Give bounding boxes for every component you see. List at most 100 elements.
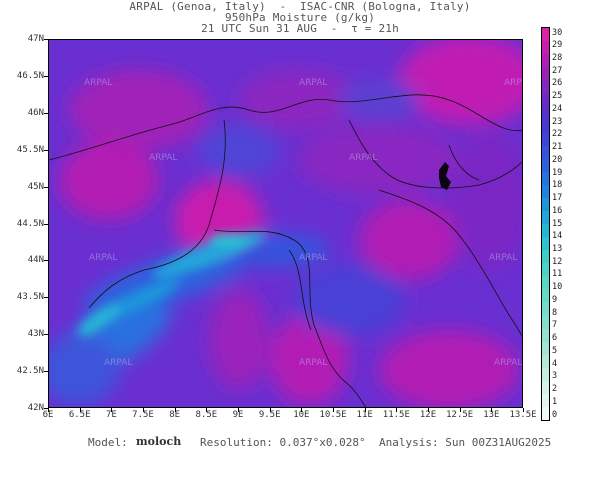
lon-tick-label: 9.5E — [258, 410, 281, 420]
lat-tick-label: 46N — [27, 107, 44, 118]
lon-tick-mark — [396, 408, 398, 412]
colorbar-label: 24 — [552, 103, 563, 114]
analysis-text: Analysis: Sun 00Z31AUG2025 — [379, 436, 552, 449]
colorbar-label: 2 — [552, 384, 558, 395]
colorbar-label: 16 — [552, 205, 563, 216]
colorbar-segment — [542, 367, 549, 382]
colorbar-label: 27 — [552, 65, 563, 76]
lat-tick-mark — [44, 149, 48, 151]
lat-tick-label: 43.5N — [16, 292, 44, 303]
colorbar-segment — [542, 158, 549, 173]
watermark-arpal: ARPAL — [349, 153, 377, 163]
lon-tick-mark — [206, 408, 208, 412]
lon-tick-mark — [111, 408, 113, 412]
lat-tick-mark — [44, 260, 48, 262]
lon-tick-label: 10E — [293, 410, 310, 420]
colorbar-label: 11 — [552, 269, 563, 280]
lon-tick-mark — [238, 408, 239, 412]
colorbar-label: 18 — [552, 180, 563, 191]
watermark-arpal: ARPAL — [489, 253, 517, 263]
lat-tick-mark — [44, 186, 48, 188]
colorbar-label: 9 — [552, 294, 558, 305]
colorbar-label: 10 — [552, 282, 563, 293]
colorbar-segment — [542, 106, 549, 120]
colorbar-label: 6 — [552, 333, 558, 344]
lon-tick-label: 13.5E — [509, 410, 537, 420]
colorbar-segment — [542, 276, 549, 290]
colorbar-segment — [542, 237, 549, 251]
colorbar-segment — [542, 171, 549, 186]
lon-tick-label: 8E — [169, 410, 181, 420]
lat-tick-label: 44N — [27, 255, 44, 266]
watermark-arpal: ARPAL — [149, 153, 177, 163]
colorbar-segment — [542, 406, 549, 421]
lon-tick-mark — [333, 408, 334, 412]
colorbar — [541, 27, 550, 421]
colorbar-label: 14 — [552, 231, 563, 242]
lat-tick-mark — [44, 371, 48, 373]
lon-tick-label: 7E — [105, 410, 117, 420]
lat-tick-mark — [44, 112, 48, 114]
colorbar-label: 0 — [552, 409, 558, 420]
lon-tick-mark — [428, 408, 429, 412]
lat-tick-label: 42N — [27, 403, 44, 413]
lat-tick-label: 44.5N — [16, 218, 44, 229]
colorbar-label: 3 — [552, 371, 558, 382]
lat-tick-mark — [44, 75, 48, 77]
colorbar-segment — [542, 289, 549, 303]
lon-tick-label: 11E — [356, 410, 373, 420]
colorbar-label: 12 — [552, 256, 563, 267]
colorbar-label: 20 — [552, 154, 563, 165]
lon-tick-mark — [459, 408, 461, 412]
lon-tick-mark — [143, 408, 144, 412]
moisture-map: ARPAL ARPAL ARPAL ARPAL ARPAL ARPAL ARPA… — [48, 39, 523, 408]
lat-tick-label: 43N — [27, 329, 44, 340]
lon-tick-label: 12.5E — [446, 410, 474, 420]
footer: Model: moloch Resolution: 0.037°x0.028° … — [0, 435, 600, 501]
lon-tick-mark — [48, 408, 49, 412]
watermark-arpal: ARPAL — [299, 253, 327, 263]
watermark-arpal: ARPAL — [299, 358, 327, 368]
lon-tick-mark — [491, 408, 493, 412]
colorbar-segment — [542, 41, 549, 55]
model-value: moloch — [136, 435, 182, 448]
watermark-arpal: ARPAL — [299, 78, 327, 88]
colorbar-label: 30 — [552, 27, 563, 38]
colorbar-label: 25 — [552, 91, 563, 102]
lon-tick-mark — [523, 408, 524, 412]
colorbar-label: 8 — [552, 307, 558, 318]
colorbar-label: 22 — [552, 129, 563, 140]
colorbar-segment — [542, 80, 549, 94]
colorbar-label: 26 — [552, 78, 563, 89]
colorbar-label: 5 — [552, 345, 558, 356]
colorbar-label: 19 — [552, 167, 563, 178]
lon-tick-mark — [79, 408, 81, 412]
lat-tick-mark — [44, 223, 48, 225]
lat-tick-mark — [44, 334, 48, 336]
lat-tick-label: 45.5N — [16, 144, 44, 155]
lon-tick-label: 12E — [419, 410, 437, 420]
colorbar-label: 13 — [552, 243, 563, 254]
lat-tick-label: 45N — [27, 181, 44, 192]
colorbar-segment — [542, 302, 549, 316]
colorbar-label: 23 — [552, 116, 563, 127]
colorbar-segment — [542, 263, 549, 277]
colorbar-segment — [542, 315, 549, 330]
lat-tick-mark — [44, 297, 48, 299]
colorbar-segment — [542, 119, 549, 134]
lon-tick-label: 6.5E — [68, 410, 91, 420]
lon-tick-label: 10.5E — [319, 410, 347, 420]
lon-tick-label: 7.5E — [132, 410, 154, 420]
colorbar-label: 4 — [552, 358, 558, 369]
lat-tick-mark — [44, 39, 48, 40]
lon-tick-label: 6E — [42, 410, 54, 420]
header-line-1: ARPAL (Genoa, Italy) - ISAC-CNR (Bologna… — [129, 0, 471, 13]
colorbar-label: 15 — [552, 218, 563, 229]
colorbar-label: 17 — [552, 193, 563, 204]
colorbar-segment — [542, 184, 549, 199]
model-label: Model: — [88, 436, 128, 449]
colorbar-segment — [542, 93, 549, 107]
lon-tick-mark — [269, 408, 271, 412]
colorbar-segment — [542, 197, 549, 212]
watermark-arpal: ARPAL — [494, 358, 522, 368]
